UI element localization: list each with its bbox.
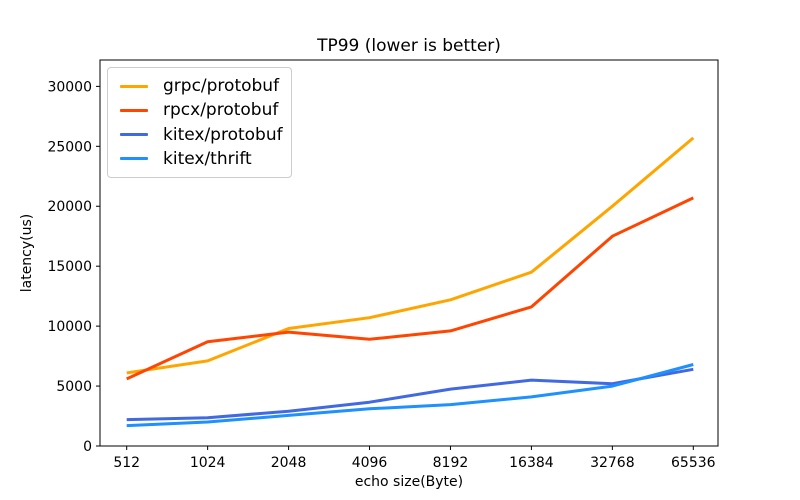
legend-item-rpcx-protobuf: rpcx/protobuf xyxy=(116,98,283,122)
y-tick-label: 15000 xyxy=(47,259,92,275)
legend-swatch-grpc-protobuf xyxy=(120,84,148,88)
y-tick-label: 5000 xyxy=(56,379,92,395)
x-tick-label: 512 xyxy=(113,455,140,471)
legend: grpc/protobuf rpcx/protobuf kitex/protobuf… xyxy=(107,67,292,178)
axes-border xyxy=(99,59,719,447)
legend-item-kitex-thrift: kitex/thrift xyxy=(116,147,283,171)
legend-label: rpcx/protobuf xyxy=(163,100,279,121)
x-axis-label: echo size(Byte) xyxy=(354,474,464,490)
legend-item-grpc-protobuf: grpc/protobuf xyxy=(116,74,283,98)
legend-label: kitex/protobuf xyxy=(163,124,283,145)
legend-swatch-kitex-thrift xyxy=(120,157,148,161)
series-line-rpcx-protobuf xyxy=(126,196,694,381)
series-line-kitex-thrift xyxy=(126,363,694,428)
legend-label: kitex/thrift xyxy=(163,148,252,169)
x-tick-label: 65536 xyxy=(671,455,716,471)
y-tick-label: 25000 xyxy=(47,139,92,155)
x-tick-label: 16384 xyxy=(509,455,554,471)
legend-item-kitex-protobuf: kitex/protobuf xyxy=(116,123,283,147)
series-line-kitex-protobuf xyxy=(126,367,694,422)
y-tick-label: 20000 xyxy=(47,199,92,215)
x-tick-label: 32768 xyxy=(590,455,635,471)
x-tick-label: 2048 xyxy=(271,455,307,471)
legend-swatch-kitex-protobuf xyxy=(120,133,148,137)
x-tick-label: 4096 xyxy=(352,455,388,471)
legend-swatch-rpcx-protobuf xyxy=(120,108,148,112)
y-tick-label: 0 xyxy=(83,439,92,455)
chart-title: TP99 (lower is better) xyxy=(317,36,501,56)
y-tick-label: 30000 xyxy=(47,79,92,95)
series-line-grpc-protobuf xyxy=(126,136,695,375)
y-tick-label: 10000 xyxy=(47,319,92,335)
x-tick-label: 1024 xyxy=(190,455,226,471)
legend-label: grpc/protobuf xyxy=(163,76,280,97)
x-tick-label: 8192 xyxy=(433,455,469,471)
